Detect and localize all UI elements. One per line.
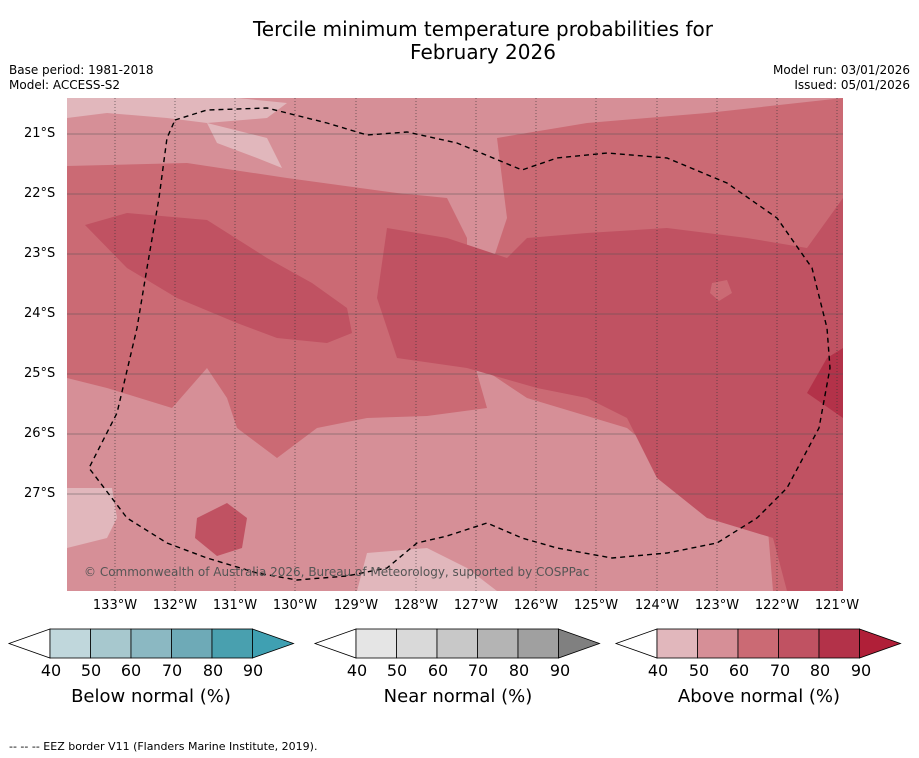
lon-label: 131°W bbox=[212, 598, 258, 613]
colorbar-extend-high bbox=[859, 628, 902, 659]
lon-label: 130°W bbox=[272, 598, 318, 613]
colorbar-segment bbox=[355, 628, 397, 659]
lon-label: 124°W bbox=[634, 598, 680, 613]
latitude-gridlines bbox=[67, 133, 843, 495]
colorbar-extend-low bbox=[7, 628, 51, 659]
lat-label: 24°S bbox=[24, 306, 56, 321]
cb-tick: 90 bbox=[549, 661, 571, 680]
lon-label: 127°W bbox=[453, 598, 499, 613]
footer-note: -- -- -- EEZ border V11 (Flanders Marine… bbox=[9, 740, 318, 753]
title-line-1: Tercile minimum temperature probabilitie… bbox=[252, 17, 714, 41]
cb-tick: 70 bbox=[161, 661, 183, 680]
lon-label: 125°W bbox=[573, 598, 619, 613]
lat-label: 22°S bbox=[24, 186, 56, 201]
colorbar-label-below: Below normal (%) bbox=[71, 686, 231, 707]
contour-70-80-west bbox=[85, 213, 352, 343]
colorbar-segment bbox=[436, 628, 478, 659]
base-period: Base period: 1981-2018 bbox=[9, 63, 154, 77]
colorbar-extend-high bbox=[558, 628, 601, 659]
cb-tick: 80 bbox=[202, 661, 224, 680]
cb-tick: 40 bbox=[346, 661, 368, 680]
model-name: Model: ACCESS-S2 bbox=[9, 78, 121, 92]
cb-tick: 80 bbox=[809, 661, 831, 680]
colorbar-extend-low bbox=[313, 628, 357, 659]
colorbar-segment bbox=[656, 628, 698, 659]
colorbar-segment bbox=[818, 628, 860, 659]
map-contours bbox=[67, 98, 843, 591]
cb-tick: 60 bbox=[120, 661, 142, 680]
colorbar-segment bbox=[396, 628, 438, 659]
cb-tick: 90 bbox=[850, 661, 872, 680]
cb-tick: 70 bbox=[467, 661, 489, 680]
contour-80-90-east bbox=[807, 348, 843, 418]
contour-40-50-southwest bbox=[67, 488, 117, 548]
colorbar-extend-low bbox=[614, 628, 658, 659]
colorbar-segment bbox=[211, 628, 253, 659]
contour-60-70-bump bbox=[710, 280, 732, 301]
cb-tick: 60 bbox=[427, 661, 449, 680]
meta-left: Base period: 1981-2018 Model: ACCESS-S2 bbox=[9, 63, 154, 93]
issued-date: Issued: 05/01/2026 bbox=[794, 78, 910, 92]
colorbar-segment bbox=[737, 628, 779, 659]
cb-tick: 90 bbox=[242, 661, 264, 680]
title-line-2: February 2026 bbox=[410, 40, 556, 64]
cb-tick: 50 bbox=[386, 661, 408, 680]
contour-70-80-patch-sw bbox=[195, 503, 247, 556]
contour-40-50-north bbox=[67, 98, 287, 123]
meta-right: Model run: 03/01/2026 Issued: 05/01/2026 bbox=[773, 63, 910, 93]
colorbar-segment bbox=[477, 628, 519, 659]
colorbar-segment bbox=[517, 628, 559, 659]
lon-label: 126°W bbox=[513, 598, 559, 613]
lon-label: 121°W bbox=[814, 598, 860, 613]
contour-40-50-south bbox=[357, 548, 497, 591]
map-area: © Commonwealth of Australia 2026, Bureau… bbox=[67, 98, 843, 591]
lon-label: 123°W bbox=[694, 598, 740, 613]
colorbar-segment bbox=[778, 628, 820, 659]
cb-tick: 40 bbox=[647, 661, 669, 680]
colorbar-label-above: Above normal (%) bbox=[677, 686, 841, 707]
lon-label: 129°W bbox=[333, 598, 379, 613]
longitude-gridlines bbox=[114, 98, 838, 591]
colorbar-segment bbox=[130, 628, 172, 659]
colorbar-segment bbox=[49, 628, 91, 659]
colorbar-near-normal bbox=[313, 628, 601, 659]
lat-label: 26°S bbox=[24, 426, 56, 441]
model-run: Model run: 03/01/2026 bbox=[772, 63, 910, 77]
colorbar-segment bbox=[171, 628, 213, 659]
lon-label: 128°W bbox=[393, 598, 439, 613]
cb-tick: 80 bbox=[508, 661, 530, 680]
colorbar-extend-high bbox=[252, 628, 295, 659]
cb-tick: 70 bbox=[769, 661, 791, 680]
colorbar-segment bbox=[90, 628, 132, 659]
copyright-text: © Commonwealth of Australia 2026, Bureau… bbox=[84, 565, 590, 579]
colorbar-label-near: Near normal (%) bbox=[383, 686, 533, 707]
colorbar-above-normal bbox=[614, 628, 902, 659]
lat-label: 23°S bbox=[24, 246, 56, 261]
cb-tick: 50 bbox=[80, 661, 102, 680]
cb-tick: 40 bbox=[40, 661, 62, 680]
eez-border bbox=[88, 107, 831, 581]
colorbar-segment bbox=[697, 628, 739, 659]
lat-label: 27°S bbox=[24, 486, 56, 501]
lon-label: 132°W bbox=[152, 598, 198, 613]
cb-tick: 60 bbox=[728, 661, 750, 680]
cb-tick: 50 bbox=[688, 661, 710, 680]
lon-label: 122°W bbox=[754, 598, 800, 613]
colorbars bbox=[7, 628, 902, 659]
map-title: Tercile minimum temperature probabilitie… bbox=[0, 18, 919, 64]
colorbar-below-normal bbox=[7, 628, 295, 659]
lat-label: 21°S bbox=[24, 126, 56, 141]
lon-label: 133°W bbox=[92, 598, 138, 613]
lat-label: 25°S bbox=[24, 366, 56, 381]
